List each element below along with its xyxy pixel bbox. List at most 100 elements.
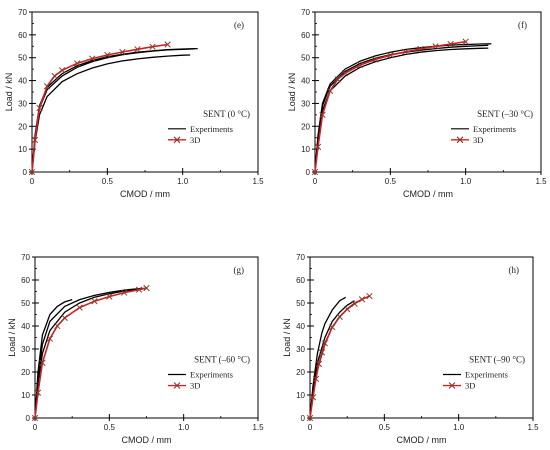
x-tick-label: 0: [33, 423, 38, 432]
data-point-3d: [164, 41, 171, 48]
data-point-3d: [89, 55, 96, 62]
plot-frame: [31, 11, 259, 173]
x-axis-label: CMOD / mm: [122, 435, 172, 445]
data-point-3d: [135, 286, 143, 293]
series-line-experiments-1: [34, 287, 147, 419]
y-tick-label: 30: [18, 99, 27, 108]
data-point-3d: [344, 306, 351, 313]
legend-label-experiments: Experiments: [190, 370, 233, 380]
data-point-3d: [104, 51, 111, 59]
data-point-3d: [321, 340, 329, 347]
data-point-3d: [326, 87, 334, 95]
data-point-3d: [372, 56, 379, 63]
x-tick-label: 0.5: [104, 423, 116, 432]
data-point-3d: [309, 394, 317, 401]
legend-title: SENT (–30 °C): [477, 109, 533, 119]
legend-marker-3d: [448, 382, 456, 389]
x-tick-label: 1.5: [535, 177, 547, 186]
series-line-experiments-2: [314, 47, 489, 173]
series-line-experiments-2: [34, 298, 73, 419]
panel-label: (e): [234, 20, 244, 30]
y-tick-label: 40: [296, 322, 305, 331]
y-tick-label: 20: [18, 122, 27, 131]
legend-label-3d: 3D: [473, 135, 483, 145]
y-tick-label: 0: [26, 414, 31, 423]
y-tick-label: 40: [21, 322, 30, 331]
x-axis-label: CMOD / mm: [403, 189, 453, 199]
x-tick-label: 1.0: [460, 177, 472, 186]
data-point-3d: [31, 414, 39, 422]
x-axis-label: CMOD / mm: [397, 435, 447, 445]
data-point-3d: [366, 292, 373, 300]
data-point-3d: [432, 43, 439, 50]
data-point-3d: [351, 300, 358, 307]
y-tick-label: 10: [301, 145, 310, 154]
y-tick-label: 10: [21, 391, 30, 400]
series-line-experiments-2: [309, 300, 355, 419]
x-tick-label: 0.5: [102, 177, 114, 186]
x-tick-label: 1.0: [177, 177, 189, 186]
data-point-3d: [318, 349, 326, 356]
plot-frame: [309, 256, 534, 419]
legend-label-3d: 3D: [190, 135, 200, 145]
y-tick-label: 50: [301, 54, 310, 63]
x-tick-label: 0.5: [379, 423, 391, 432]
y-axis-label: Load / kN: [4, 73, 14, 112]
data-point-3d: [312, 375, 320, 383]
y-tick-label: 70: [301, 8, 310, 17]
data-point-3d: [91, 298, 98, 305]
x-tick-label: 0: [30, 177, 35, 186]
series-line-3d-1: [34, 287, 147, 419]
chart-panel-2: 0 10 20 30 40 50 60 70 0 0.5 1.0 1.5 CMOD / mm Load /…: [287, 8, 547, 199]
data-point-3d: [315, 360, 323, 368]
series-line-experiments-3: [34, 287, 147, 419]
y-tick-label: 0: [23, 168, 28, 177]
y-tick-label: 10: [18, 145, 27, 154]
data-point-3d: [54, 322, 61, 330]
data-point-3d: [58, 67, 66, 74]
plot-frame: [314, 11, 542, 173]
x-tick-label: 1.0: [178, 423, 190, 432]
data-point-3d: [319, 111, 326, 119]
data-point-3d: [74, 60, 81, 67]
y-tick-label: 40: [301, 77, 310, 86]
legend-label-experiments: Experiments: [465, 370, 508, 380]
data-point-3d: [119, 48, 126, 56]
y-tick-label: 0: [306, 168, 311, 177]
data-point-3d: [357, 61, 364, 69]
y-tick-label: 20: [301, 122, 310, 131]
data-point-3d: [43, 83, 51, 90]
chart-panel-3: 0 10 20 30 40 50 60 70 0 0.5 1.0 1.5 CMOD / mm Load /…: [7, 253, 264, 445]
data-point-3d: [314, 143, 322, 151]
y-tick-label: 20: [21, 368, 30, 377]
legend-marker-3d: [173, 382, 181, 389]
y-tick-label: 60: [301, 31, 310, 40]
data-point-3d: [51, 72, 58, 80]
legend-label-3d: 3D: [190, 381, 200, 391]
legend-title: SENT (–60 °C): [194, 355, 250, 365]
data-point-3d: [143, 284, 150, 292]
y-tick-label: 30: [301, 99, 310, 108]
y-tick-label: 50: [18, 54, 27, 63]
data-point-3d: [134, 46, 141, 53]
series-line-experiments-3: [314, 43, 492, 173]
y-tick-label: 30: [21, 345, 30, 354]
legend-label-experiments: Experiments: [473, 124, 516, 134]
y-axis-label: Load / kN: [282, 318, 292, 357]
y-tick-label: 50: [21, 299, 30, 308]
legend-marker-3d: [173, 136, 181, 144]
data-point-3d: [39, 359, 46, 366]
x-tick-label: 1.5: [527, 423, 539, 432]
y-tick-label: 50: [296, 299, 305, 308]
chart-panel-4: 0 10 20 30 40 50 60 70 0 0.5 1.0 1.5 CMOD / mm Load /…: [282, 253, 539, 445]
y-axis-label: Load / kN: [7, 318, 17, 357]
y-tick-label: 30: [296, 345, 305, 354]
series-line-experiments-2: [31, 47, 198, 173]
y-tick-label: 60: [21, 276, 30, 285]
y-tick-label: 20: [296, 368, 305, 377]
data-point-3d: [46, 335, 54, 342]
y-tick-label: 70: [296, 253, 305, 262]
y-tick-label: 0: [301, 414, 306, 423]
series-line-3d-1: [31, 43, 168, 173]
